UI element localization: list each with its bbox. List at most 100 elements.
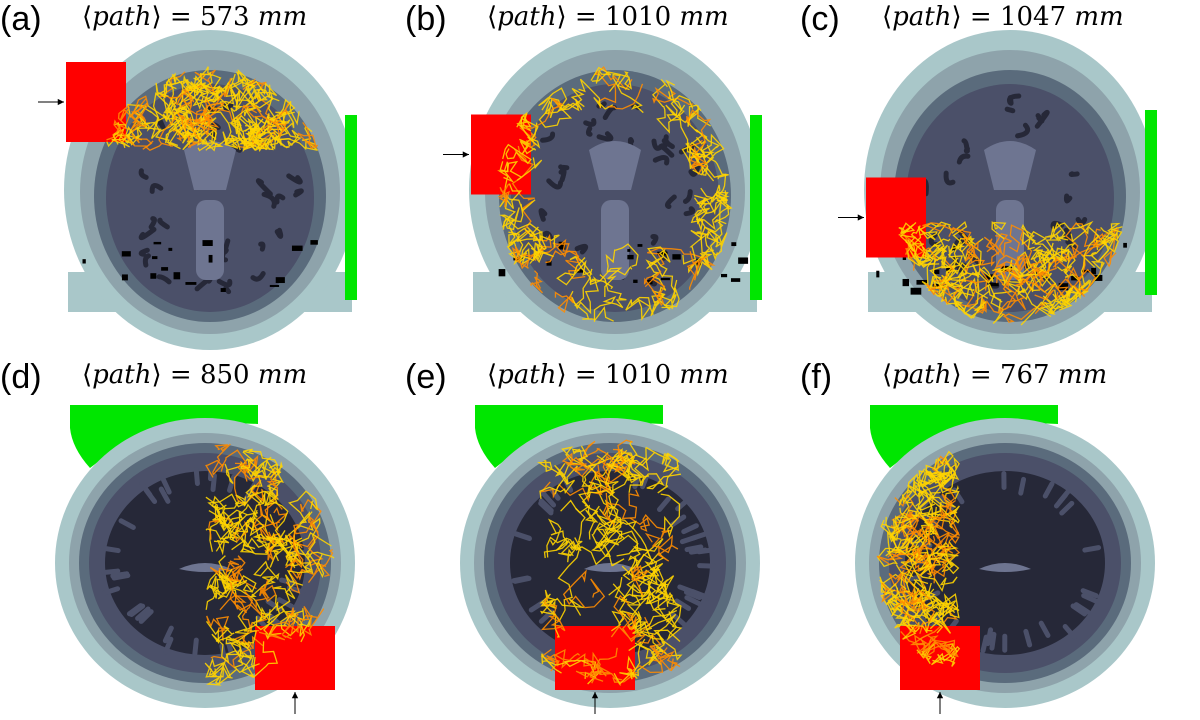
photon-path xyxy=(931,643,958,666)
photon-path xyxy=(665,79,683,112)
photon-path xyxy=(1081,233,1109,294)
photon-path xyxy=(501,203,524,231)
photon-path xyxy=(634,446,680,472)
photon-path xyxy=(539,597,584,616)
photon-path xyxy=(264,530,294,554)
photon-path xyxy=(591,520,620,552)
photon-path xyxy=(1032,245,1073,275)
air-cavity xyxy=(1058,283,1069,291)
photon-path xyxy=(643,270,666,307)
photon-path xyxy=(231,517,265,553)
title-value: 1047 xyxy=(999,2,1067,32)
photon-path xyxy=(205,584,222,610)
title-value: 1010 xyxy=(604,360,672,390)
panel-title: ⟨path⟩ = 573 mm xyxy=(82,2,308,32)
title-value: 573 xyxy=(199,2,250,32)
photon-path xyxy=(898,613,928,634)
photon-path xyxy=(611,582,643,632)
air-cavity xyxy=(876,270,880,278)
air-cavity xyxy=(1123,242,1127,248)
photon-path xyxy=(929,460,957,494)
photon-path xyxy=(539,471,576,499)
photon-path xyxy=(660,493,681,538)
panel-a: (a) ⟨path⟩ = 573 mm xyxy=(0,0,400,360)
air-cavity xyxy=(627,249,631,252)
photon-path xyxy=(242,113,277,151)
gyrus xyxy=(192,637,199,657)
gyrus xyxy=(683,589,702,601)
gyrus xyxy=(684,544,704,553)
title-var: path xyxy=(892,360,952,390)
photon-path xyxy=(139,92,178,133)
photon-path xyxy=(904,473,944,527)
air-cavity xyxy=(558,241,566,250)
photon-path xyxy=(908,521,933,590)
panel-letter: (d) xyxy=(0,358,42,396)
photon-path xyxy=(259,521,284,561)
photon-path xyxy=(1100,222,1123,243)
photon-path xyxy=(280,610,313,643)
air-cavity xyxy=(627,254,634,260)
air-cavity xyxy=(916,279,928,285)
photon-path xyxy=(571,445,594,469)
gyrus xyxy=(101,586,121,596)
photon-path xyxy=(519,122,538,155)
gyrus xyxy=(227,474,237,493)
photon-path xyxy=(241,79,266,136)
sulcus xyxy=(1075,216,1088,226)
title-value: 850 xyxy=(199,360,250,390)
sulcus xyxy=(138,168,149,180)
photon-path xyxy=(511,245,537,270)
photon-path xyxy=(193,66,222,91)
photon-path xyxy=(575,651,611,684)
photon-path xyxy=(932,645,961,667)
air-cavity xyxy=(185,282,197,285)
ventricles xyxy=(589,141,641,190)
gyrus xyxy=(541,492,557,508)
photon-path xyxy=(554,446,583,485)
photon-path xyxy=(927,493,954,554)
photon-path xyxy=(590,66,612,84)
photon-path xyxy=(918,221,952,247)
photon-path xyxy=(613,641,642,685)
sulcus xyxy=(943,170,956,186)
photon-path xyxy=(541,653,567,674)
photon-path xyxy=(543,499,586,559)
photon-path xyxy=(587,449,628,495)
ventricle xyxy=(979,563,1031,572)
air-cavity xyxy=(82,259,86,264)
gyrus xyxy=(101,545,121,554)
sulcus xyxy=(138,227,157,241)
sulcus xyxy=(540,131,556,143)
photon-path xyxy=(983,233,1013,258)
photon-path xyxy=(689,129,715,176)
sulcus xyxy=(149,183,164,194)
photon-path xyxy=(498,214,541,254)
photon-path xyxy=(990,283,1013,324)
brain-slice-image xyxy=(855,405,1155,714)
sulcus xyxy=(652,155,670,166)
photon-path xyxy=(964,238,1001,276)
photon-path xyxy=(1070,220,1100,285)
sulcus xyxy=(142,253,151,268)
title-unit: mm xyxy=(257,360,308,390)
photon-path xyxy=(592,519,638,536)
photon-path xyxy=(696,196,714,225)
photon-path xyxy=(538,97,573,128)
photon-path xyxy=(1021,223,1047,250)
photon-path xyxy=(919,588,957,618)
photon-path xyxy=(206,615,230,642)
photon-path xyxy=(203,73,236,103)
sulcus xyxy=(1004,106,1016,114)
air-cavity xyxy=(121,251,131,257)
photon-path xyxy=(243,83,262,113)
gyrus xyxy=(1073,602,1091,615)
title-var: path xyxy=(92,2,152,32)
photon-path xyxy=(284,553,310,600)
photon-path xyxy=(920,589,956,618)
photon-path xyxy=(651,78,685,134)
photon-path xyxy=(243,448,279,467)
photon-path xyxy=(220,509,256,550)
air-cavity xyxy=(660,277,670,281)
photon-path xyxy=(113,119,153,150)
